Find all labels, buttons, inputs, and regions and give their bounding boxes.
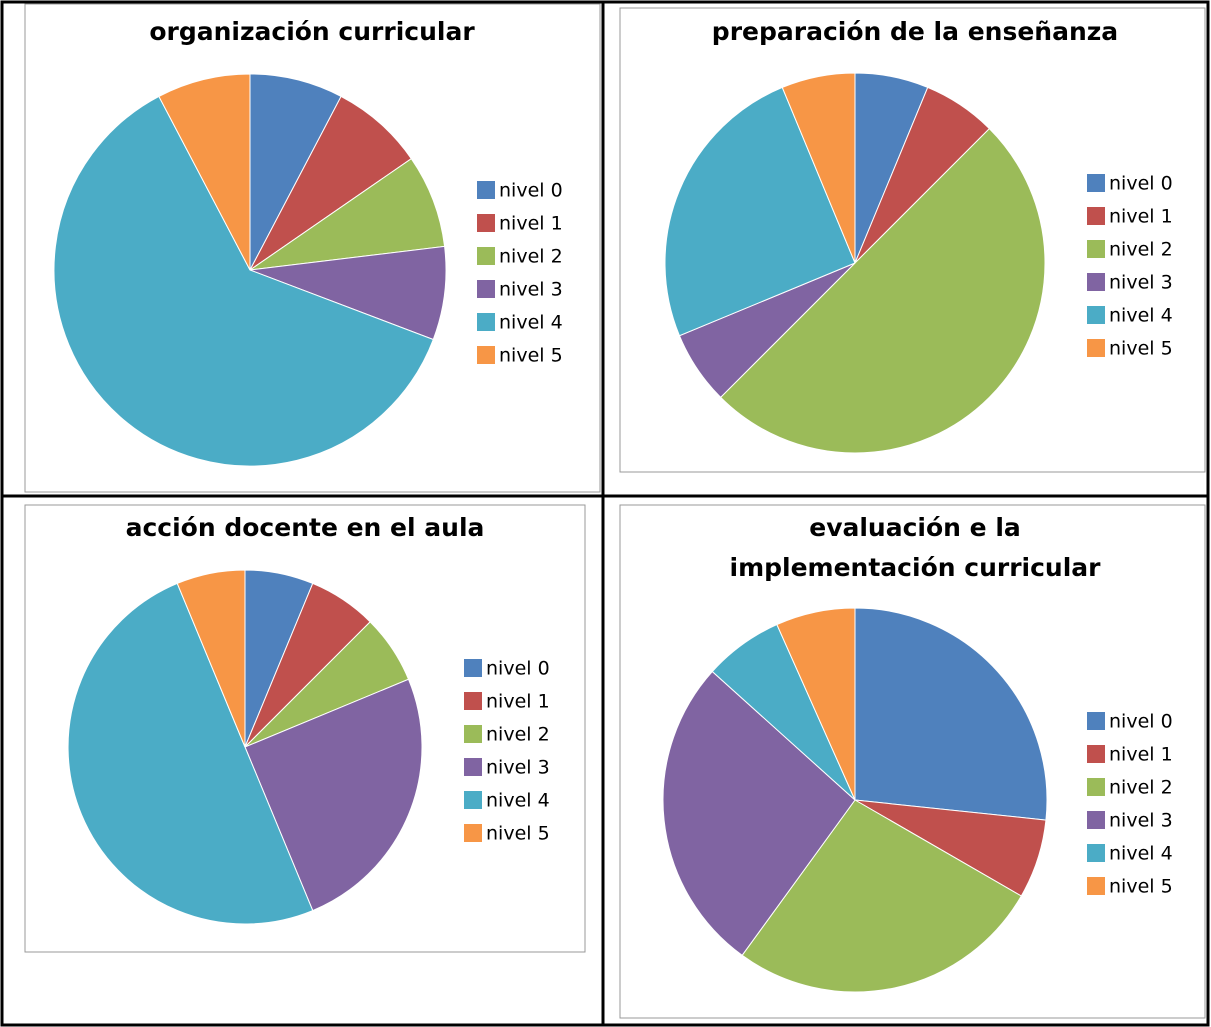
pie-slice [176, 569, 246, 748]
legend-swatch [1087, 778, 1105, 796]
pie-slice [781, 72, 856, 264]
legend-swatch [464, 791, 482, 809]
legend-label: nivel 1 [1109, 744, 1173, 766]
pie-slice [854, 607, 1048, 821]
legend-swatch [477, 181, 495, 199]
legend-label: nivel 5 [1109, 876, 1173, 898]
legend-label: nivel 2 [499, 246, 563, 268]
legend-swatch [1087, 745, 1105, 763]
legend-swatch [464, 725, 482, 743]
legend-label: nivel 1 [499, 213, 563, 235]
legend-swatch [477, 346, 495, 364]
legend-label: nivel 4 [486, 790, 550, 812]
pie-slice [662, 670, 856, 957]
pie-slice [53, 95, 434, 467]
legend-label: nivel 5 [486, 823, 550, 845]
pie-slice [249, 73, 342, 271]
pie-slice [249, 245, 447, 341]
legend-label: nivel 4 [1109, 843, 1173, 865]
legend-swatch [1087, 240, 1105, 258]
legend-label: nivel 1 [1109, 206, 1173, 228]
legend-label: nivel 0 [486, 658, 550, 680]
chart-title: acción docente en el aula [125, 513, 485, 542]
chart-title: preparación de la enseñanza [711, 17, 1119, 46]
legend-swatch [464, 824, 482, 842]
legend-swatch [1087, 273, 1105, 291]
legend-label: nivel 3 [1109, 810, 1173, 832]
chart-frame [24, 3, 601, 493]
legend-label: nivel 4 [1109, 305, 1173, 327]
legend-label: nivel 2 [486, 724, 550, 746]
legend-swatch [477, 313, 495, 331]
legend-label: nivel 0 [1109, 711, 1173, 733]
legend-label: nivel 5 [1109, 338, 1173, 360]
legend-label: nivel 0 [1109, 173, 1173, 195]
legend-swatch [464, 692, 482, 710]
legend-label: nivel 3 [1109, 272, 1173, 294]
legend-swatch [464, 758, 482, 776]
pie-slice [741, 799, 1022, 993]
legend-swatch [1087, 844, 1105, 862]
chart-frame [24, 504, 586, 953]
legend-swatch [477, 280, 495, 298]
legend-label: nivel 4 [499, 312, 563, 334]
legend-label: nivel 3 [499, 279, 563, 301]
pie-slice [719, 127, 1046, 454]
chart-frame [619, 504, 1206, 1019]
legend-label: nivel 1 [486, 691, 550, 713]
pie-slice [158, 73, 251, 271]
legend-swatch [477, 247, 495, 265]
chart-title: organización curricular [149, 17, 475, 46]
legend-swatch [1087, 712, 1105, 730]
legend-label: nivel 3 [486, 757, 550, 779]
chart-frame [619, 7, 1206, 473]
pie-slice [67, 582, 314, 925]
legend-label: nivel 2 [1109, 239, 1173, 261]
legend-swatch [1087, 339, 1105, 357]
legend-swatch [1087, 811, 1105, 829]
legend-label: nivel 0 [499, 180, 563, 202]
pie-slice [249, 157, 446, 271]
legend-swatch [1087, 207, 1105, 225]
pie-slice [249, 95, 413, 271]
legend-swatch [1087, 306, 1105, 324]
legend-swatch [464, 659, 482, 677]
legend-label: nivel 2 [1109, 777, 1173, 799]
pie-slice [776, 607, 856, 801]
chart-title: evaluación e la implementación curricula… [729, 513, 1101, 582]
legend-label: nivel 5 [499, 345, 563, 367]
legend-swatch [477, 214, 495, 232]
legend-swatch [1087, 877, 1105, 895]
legend-swatch [1087, 174, 1105, 192]
